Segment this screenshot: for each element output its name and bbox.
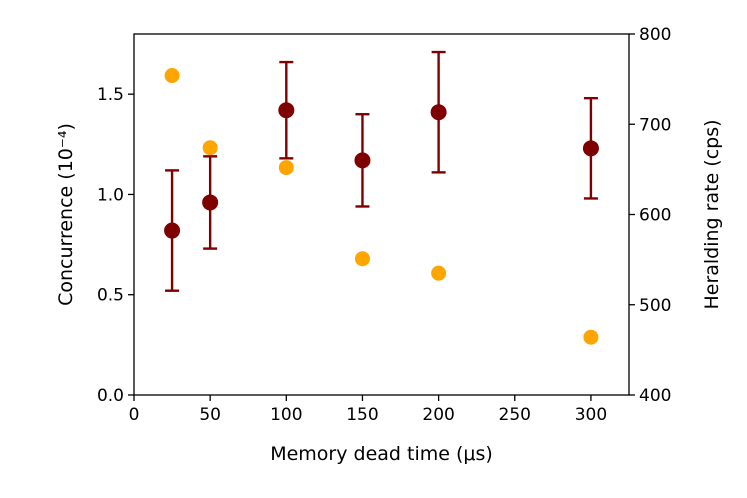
x-tick-label: 150 [346, 405, 378, 425]
y-right-tick-label: 600 [639, 206, 671, 226]
concurrence-point [202, 194, 219, 211]
concurrence-point [164, 222, 181, 239]
y-right-tick-label: 500 [639, 296, 671, 316]
y-tick-label: 1.5 [97, 85, 124, 105]
y-right-tick-label: 800 [639, 25, 671, 45]
concurrence-point [582, 140, 599, 157]
y-right-tick-label: 700 [639, 115, 671, 135]
y-tick-label: 1.0 [97, 185, 124, 205]
concurrence-point [354, 152, 371, 169]
concurrence-point [278, 102, 295, 119]
x-axis-label: Memory dead time (μs) [270, 443, 493, 465]
y-tick-label: 0.0 [97, 386, 124, 406]
x-tick-label: 100 [270, 405, 302, 425]
heralding-rate-point [278, 160, 294, 176]
concurrence-point [430, 104, 447, 121]
heralding-rate-point [164, 68, 180, 84]
heralding-rate-point [202, 140, 218, 156]
y-axis-left-ticks: 0.0 0.5 1.0 1.5 [97, 85, 134, 406]
y-axis-right-label: Heralding rate (cps) [701, 119, 723, 309]
x-tick-label: 50 [199, 405, 221, 425]
y-axis-left-label: Concurrence (10⁻⁴) [55, 123, 77, 306]
y-axis-right-ticks: 400 500 600 700 800 [629, 25, 671, 406]
x-tick-label: 200 [422, 405, 454, 425]
x-tick-label: 0 [129, 405, 140, 425]
heralding-rate-point [431, 265, 447, 281]
plot-area [164, 50, 599, 345]
y-right-tick-label: 400 [639, 386, 671, 406]
x-tick-label: 300 [575, 405, 607, 425]
plot-frame [133, 33, 630, 396]
heralding-rate-point [354, 251, 370, 267]
y-tick-label: 0.5 [97, 286, 124, 306]
x-axis-ticks: 0 50 100 150 200 250 300 [129, 395, 607, 425]
x-tick-label: 250 [499, 405, 531, 425]
heralding-rate-point [583, 329, 599, 345]
